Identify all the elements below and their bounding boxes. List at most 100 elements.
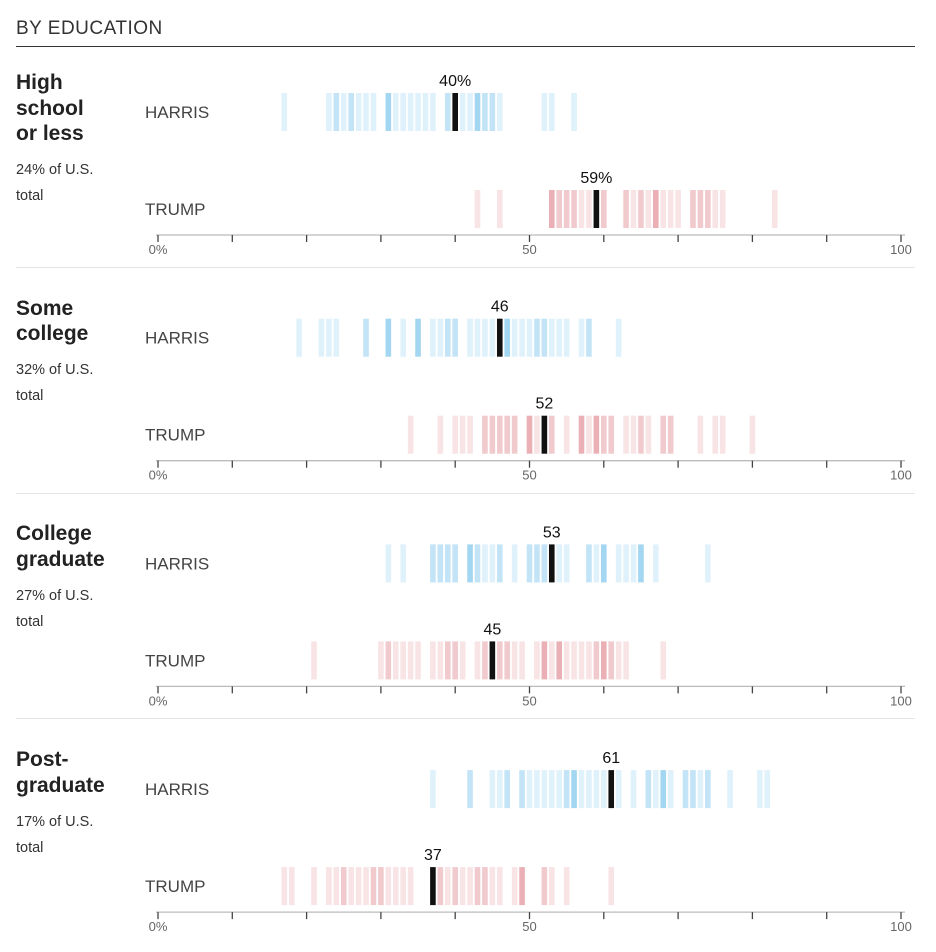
value-label: 52 bbox=[535, 396, 553, 413]
strip-bar bbox=[355, 93, 362, 131]
strip-bar bbox=[444, 544, 451, 583]
strip-bar bbox=[563, 867, 570, 906]
title-divider bbox=[16, 46, 915, 47]
strip-bar bbox=[764, 770, 771, 809]
strip-bar bbox=[392, 867, 399, 906]
strip-bar bbox=[630, 770, 637, 809]
strip-bar bbox=[474, 641, 481, 680]
strip-bar bbox=[363, 318, 369, 357]
strip-bar bbox=[548, 641, 555, 680]
strip-bar bbox=[474, 190, 481, 228]
strip-bar bbox=[437, 415, 444, 454]
strip-bar bbox=[682, 770, 689, 809]
group-label-line: Some bbox=[16, 296, 74, 320]
strip-bar bbox=[459, 93, 466, 131]
value-label: 53 bbox=[543, 524, 561, 541]
strip-bar bbox=[548, 93, 555, 131]
strip-bar bbox=[459, 867, 466, 906]
strip-bar bbox=[586, 318, 592, 357]
strip-bar bbox=[385, 93, 392, 131]
x-tick-label: 0% bbox=[149, 693, 168, 708]
strip-bar bbox=[556, 190, 563, 228]
strip-bar bbox=[615, 770, 622, 809]
strip-bar bbox=[541, 93, 548, 131]
strip-bar bbox=[548, 415, 555, 454]
strip-bar bbox=[326, 93, 332, 131]
strip-bar bbox=[645, 415, 652, 454]
strip-bar bbox=[489, 544, 496, 583]
strip-bar bbox=[400, 641, 406, 680]
candidate-label-trump: TRUMP bbox=[145, 200, 205, 219]
strip-bar bbox=[578, 641, 585, 680]
group-label-line: High bbox=[16, 71, 63, 94]
strip-bar bbox=[415, 318, 421, 357]
strip-bar bbox=[489, 415, 496, 454]
candidate-label-harris: HARRIS bbox=[145, 329, 209, 348]
strip-bar bbox=[593, 415, 600, 454]
strip-bar bbox=[526, 318, 533, 357]
strip-bar bbox=[563, 318, 570, 357]
strip-bar bbox=[749, 415, 756, 454]
strip-bar bbox=[771, 190, 778, 228]
group-share-line: total bbox=[16, 188, 44, 204]
group-label: High school or less bbox=[16, 70, 136, 147]
strip-bar bbox=[474, 93, 481, 131]
strip-bar bbox=[608, 415, 615, 454]
x-tick-label: 100 bbox=[890, 468, 912, 483]
strip-bar bbox=[630, 415, 637, 454]
strip-bar bbox=[385, 867, 392, 906]
group-label-line: graduate bbox=[16, 773, 105, 797]
strip-bar bbox=[511, 415, 518, 454]
strip-bar bbox=[556, 641, 563, 680]
strip-bar bbox=[333, 93, 340, 131]
strip-bar bbox=[496, 415, 503, 454]
strip-bar bbox=[556, 770, 563, 809]
strip-bar bbox=[348, 867, 354, 906]
strip-bar bbox=[496, 641, 503, 680]
strip-bar bbox=[630, 190, 637, 228]
group-share: 27% of U.S. total bbox=[16, 583, 116, 635]
strip-bar bbox=[482, 867, 488, 906]
highlight-bar bbox=[489, 641, 496, 680]
strip-bar bbox=[660, 190, 667, 228]
strip-bar bbox=[541, 770, 548, 809]
candidate-label-harris: HARRIS bbox=[145, 554, 209, 573]
strip-bar bbox=[482, 93, 488, 131]
group-share-line: 27% of U.S. bbox=[16, 587, 94, 604]
strip-bar bbox=[326, 318, 332, 357]
strip-bar bbox=[571, 641, 577, 680]
strip-bar bbox=[697, 415, 704, 454]
strip-bar bbox=[378, 867, 384, 906]
group-label-line: Post- bbox=[16, 748, 69, 772]
strip-bar bbox=[392, 93, 399, 131]
candidate-label-trump: TRUMP bbox=[145, 651, 205, 670]
strip-bar bbox=[526, 544, 533, 583]
highlight-bar bbox=[541, 415, 548, 454]
strip-bar bbox=[519, 318, 525, 357]
strip-bar bbox=[608, 641, 615, 680]
strip-bar bbox=[482, 318, 488, 357]
strip-bar bbox=[437, 544, 444, 583]
strip-bar bbox=[482, 641, 488, 680]
strip-bar bbox=[430, 770, 436, 809]
x-tick-label: 100 bbox=[890, 693, 912, 708]
strip-bar bbox=[615, 318, 622, 357]
strip-bar bbox=[430, 318, 436, 357]
candidate-label-harris: HARRIS bbox=[145, 103, 209, 122]
strip-bar bbox=[474, 867, 481, 906]
strip-bar bbox=[705, 190, 711, 228]
strip-bar bbox=[645, 770, 652, 809]
strip-bar bbox=[496, 770, 503, 809]
strip-bar bbox=[697, 770, 704, 809]
strip-bar bbox=[392, 641, 399, 680]
strip-bar bbox=[638, 190, 644, 228]
strip-bar bbox=[578, 318, 585, 357]
strip-bar bbox=[430, 544, 436, 583]
strip-bar bbox=[385, 318, 392, 357]
strip-bar bbox=[541, 867, 548, 906]
strip-bar bbox=[534, 641, 540, 680]
x-tick-label: 100 bbox=[890, 919, 912, 934]
strip-bar bbox=[563, 415, 570, 454]
value-label: 37 bbox=[424, 847, 442, 864]
strip-bar bbox=[638, 544, 644, 583]
